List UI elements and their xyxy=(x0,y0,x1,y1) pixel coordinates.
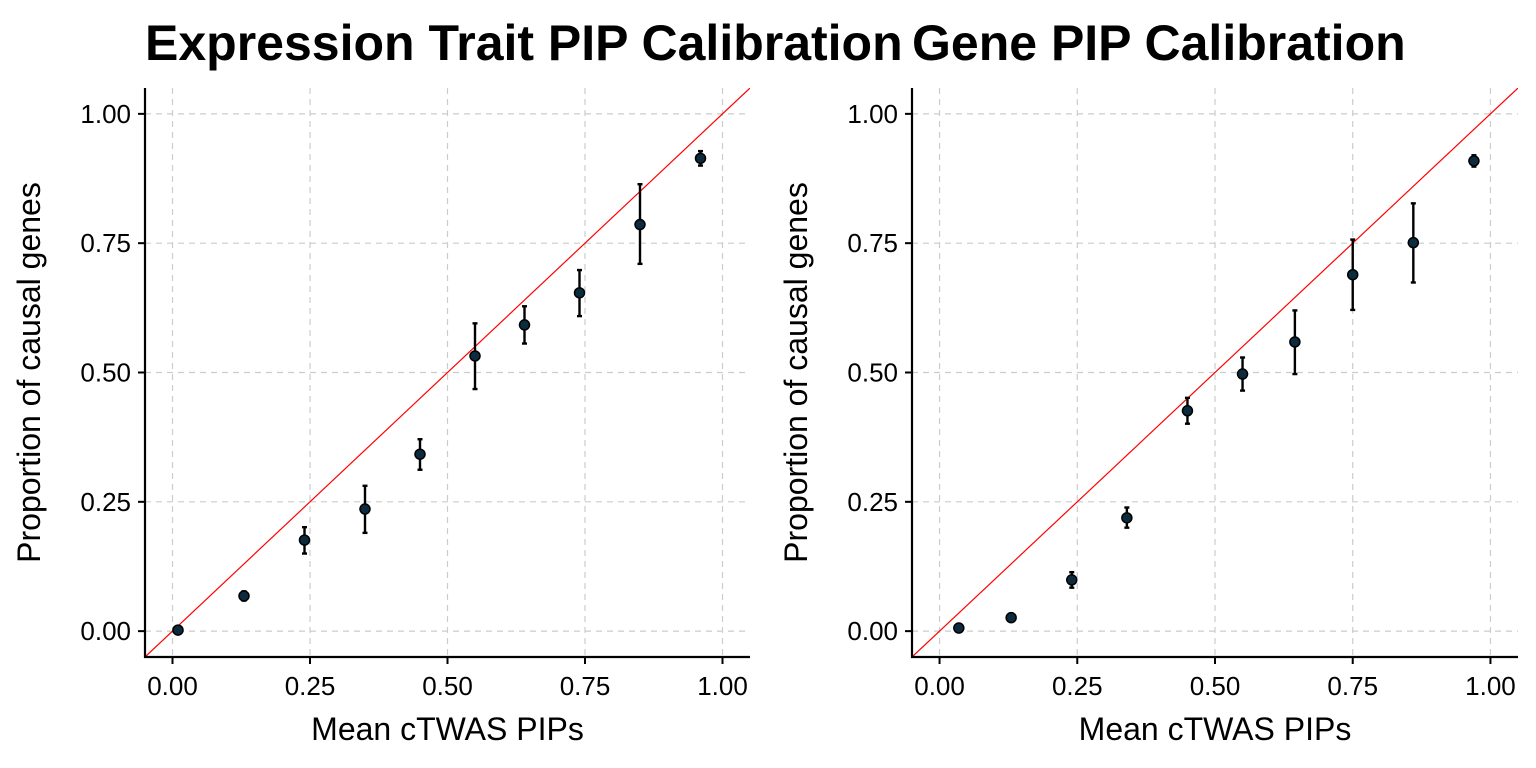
data-point xyxy=(1346,268,1359,281)
data-point xyxy=(1289,336,1301,348)
data-point xyxy=(694,152,707,165)
reference-line xyxy=(912,88,1518,657)
data-point xyxy=(1066,574,1078,586)
y-axis-title: Proportion of causal genes xyxy=(11,182,47,563)
reference-line xyxy=(145,88,750,657)
data-point xyxy=(953,622,965,634)
y-tick-label: 0.75 xyxy=(80,228,131,258)
x-tick-label: 0.75 xyxy=(560,671,611,701)
data-point xyxy=(298,534,311,546)
data-point xyxy=(172,624,184,636)
y-axis-title: Proportion of causal genes xyxy=(778,182,814,563)
x-tick-label: 0.00 xyxy=(147,671,198,701)
x-axis-title: Mean cTWAS PIPs xyxy=(1079,711,1352,747)
data-point xyxy=(518,319,531,331)
x-tick-label: 0.00 xyxy=(914,671,965,701)
data-point xyxy=(1181,405,1194,417)
data-point xyxy=(1468,155,1480,167)
data-point xyxy=(634,218,646,231)
data-point xyxy=(573,287,586,299)
x-axis-title: Mean cTWAS PIPs xyxy=(311,711,584,747)
y-tick-label: 1.00 xyxy=(847,99,898,129)
data-point xyxy=(1005,611,1017,624)
panel-title: Expression Trait PIP Calibration xyxy=(145,15,903,71)
data-point xyxy=(1121,512,1133,524)
x-tick-label: 1.00 xyxy=(1465,671,1516,701)
x-tick-label: 0.50 xyxy=(422,671,473,701)
y-tick-label: 0.75 xyxy=(847,228,898,258)
panel-title: Gene PIP Calibration xyxy=(912,15,1406,71)
y-tick-label: 1.00 xyxy=(80,99,131,129)
data-point xyxy=(414,448,426,460)
x-tick-label: 0.25 xyxy=(1052,671,1103,701)
gene-panel: 0.00 0.25 0.50 0.75 1.00 0.00 0.25 0.50 0.75 1.00… xyxy=(778,88,1518,747)
data-point xyxy=(1407,236,1420,249)
y-tick-label: 0.00 xyxy=(847,616,898,646)
x-tick-label: 0.25 xyxy=(285,671,336,701)
x-tick-label: 0.75 xyxy=(1327,671,1378,701)
data-point xyxy=(1236,368,1249,380)
y-tick-label: 0.25 xyxy=(80,487,131,517)
data-point xyxy=(238,590,250,602)
y-tick-label: 0.50 xyxy=(847,358,898,388)
x-tick-label: 0.50 xyxy=(1190,671,1241,701)
expression-trait-panel: 0.00 0.25 0.50 0.75 1.00 0.00 0.25 0.50 0.75 1.00… xyxy=(11,88,750,747)
y-tick-label: 0.25 xyxy=(847,487,898,517)
data-point xyxy=(359,503,371,515)
x-tick-label: 1.00 xyxy=(697,671,748,701)
y-tick-label: 0.50 xyxy=(80,358,131,388)
data-point xyxy=(469,350,481,362)
y-tick-label: 0.00 xyxy=(80,616,131,646)
